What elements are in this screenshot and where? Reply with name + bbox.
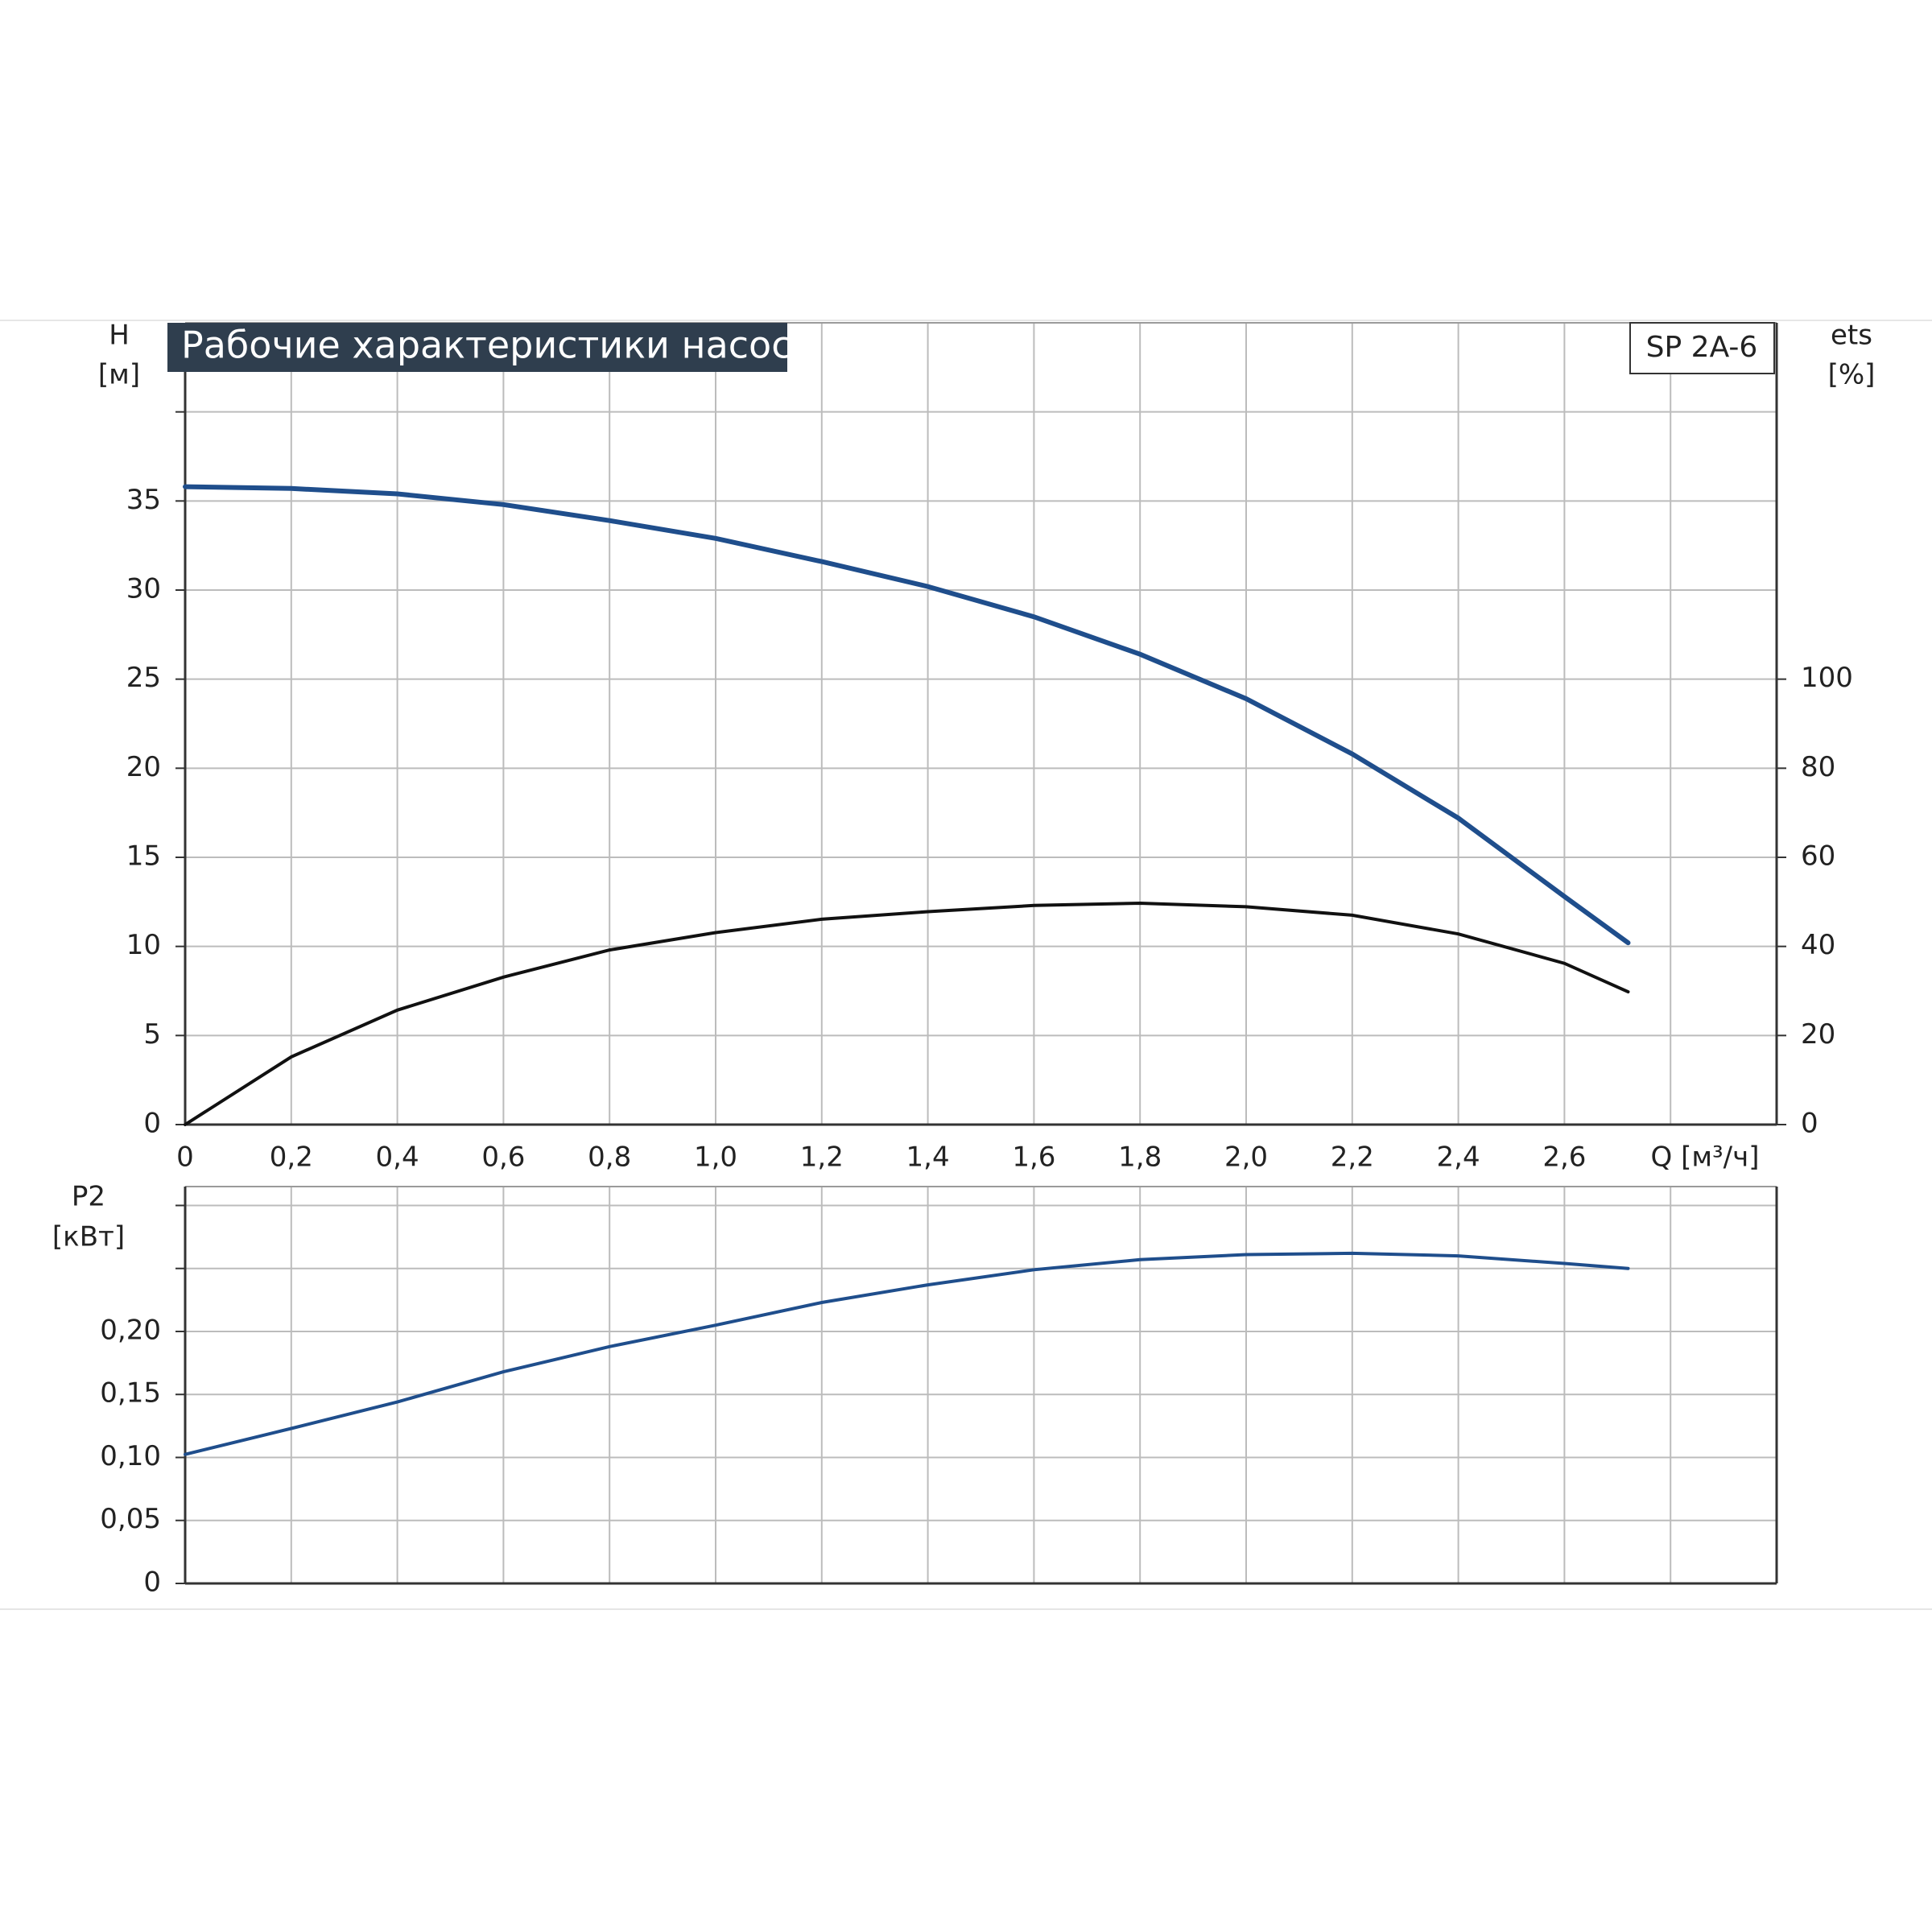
y2-tick-label: 60	[1801, 840, 1835, 873]
y-tick-label: 20	[126, 751, 161, 783]
y-axis-unit: [кВт]	[52, 1221, 125, 1253]
series-line	[183, 484, 1631, 946]
y-tick-label: 0,15	[100, 1377, 161, 1410]
x-tick-label: 0,6	[481, 1141, 525, 1174]
y2-axis-unit: [%]	[1828, 359, 1876, 391]
x-tick-label: 0,4	[376, 1141, 419, 1174]
x-tick-label: 0,8	[588, 1141, 631, 1174]
y2-tick-label: 80	[1801, 751, 1835, 783]
y-tick-label: 15	[126, 840, 161, 873]
series-line	[184, 901, 1630, 1126]
model-label: SP 2A-6	[1646, 331, 1758, 364]
series-line	[184, 1251, 1630, 1456]
x-tick-label: 1,2	[800, 1141, 844, 1174]
y-tick-label: 5	[143, 1018, 161, 1051]
y-tick-label: 0,05	[100, 1503, 161, 1535]
y2-tick-label: 100	[1801, 662, 1853, 694]
y-tick-label: 0,10	[100, 1440, 161, 1472]
chart-title: Рабочие характеристики насоса	[181, 324, 815, 367]
x-tick-label: 1,8	[1118, 1141, 1162, 1174]
model-box	[1629, 322, 1775, 374]
y-axis-label: H	[109, 320, 130, 352]
x-tick-label: 0,2	[270, 1141, 313, 1174]
x-tick-label: 1,0	[694, 1141, 737, 1174]
x-tick-label: 2,4	[1437, 1141, 1480, 1174]
x-tick-label: 2,0	[1224, 1141, 1268, 1174]
y-tick-label: 25	[126, 662, 161, 694]
x-tick-label: 0	[176, 1141, 194, 1174]
y-tick-label: 0	[143, 1108, 161, 1140]
y-tick-label: 35	[126, 484, 161, 516]
x-tick-label: 2,6	[1542, 1141, 1586, 1174]
x-tick-label: 2,2	[1331, 1141, 1374, 1174]
y2-axis-label: ets	[1831, 320, 1872, 352]
y-axis-unit: [м]	[98, 359, 140, 391]
x-tick-label: 1,6	[1012, 1141, 1055, 1174]
plots: 0 0,2 0,4 0,6 0,8 1,0 1,2 1,4 1,6 1,8 2,0 2,2 2,4 2,6…	[100, 322, 1853, 1599]
y-tick-label: 30	[126, 573, 161, 605]
y-tick-label: 0	[143, 1567, 161, 1599]
y2-tick-label: 20	[1801, 1018, 1835, 1051]
y-tick-label: 10	[126, 929, 161, 961]
y2-tick-label: 0	[1801, 1108, 1818, 1140]
y-tick-label: 0,20	[100, 1314, 161, 1346]
x-tick-label: 1,4	[906, 1141, 950, 1174]
y2-tick-label: 40	[1801, 929, 1835, 961]
title-box	[167, 323, 787, 372]
x-axis-label: Q [м³/ч]	[1651, 1141, 1760, 1174]
y-axis-label: P2	[72, 1181, 105, 1213]
